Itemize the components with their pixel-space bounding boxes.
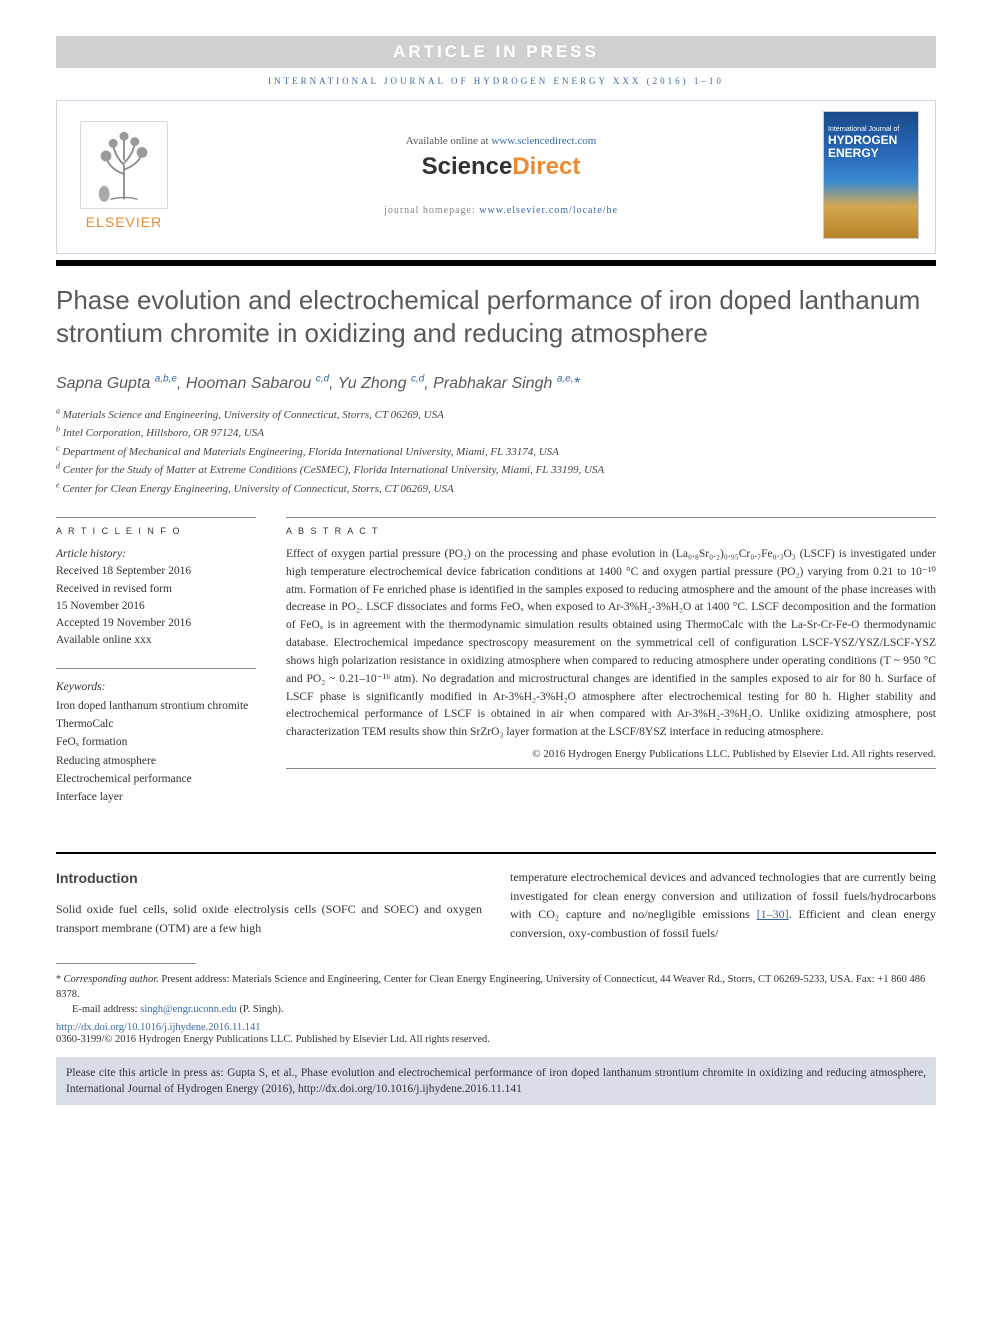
article-info-col: A R T I C L E I N F O Article history: R… [56,517,256,824]
elsevier-wordmark: ELSEVIER [69,214,179,230]
affiliation: e Center for Clean Energy Engineering, U… [56,481,936,498]
info-abstract-row: A R T I C L E I N F O Article history: R… [56,517,936,824]
affiliation: a Materials Science and Engineering, Uni… [56,407,936,424]
cover-main1: HYDROGEN [828,134,914,147]
abstract-rule [286,768,936,769]
keyword: Reducing atmosphere [56,753,256,770]
article-in-press-banner: ARTICLE IN PRESS [56,36,936,68]
intro-para-1: Solid oxide fuel cells, solid oxide elec… [56,900,482,937]
body-columns: Introduction Solid oxide fuel cells, sol… [56,868,936,942]
homepage-line: journal homepage: www.elsevier.com/locat… [179,205,823,216]
authors: Sapna Gupta a,b,e, Hooman Sabarou c,d, Y… [56,375,936,393]
abstract-copyright: © 2016 Hydrogen Energy Publications LLC.… [286,748,936,760]
homepage-link[interactable]: www.elsevier.com/locate/he [479,205,618,216]
doi-link[interactable]: http://dx.doi.org/10.1016/j.ijhydene.201… [56,1022,260,1033]
thick-rule [56,260,936,266]
star-icon: * [56,974,64,985]
sciencedirect-logo: ScienceDirect [179,153,823,181]
sd-logo-right: Direct [512,153,580,180]
keyword: Electrochemical performance [56,771,256,788]
abstract-heading: A B S T R A C T [286,517,936,536]
sciencedirect-link[interactable]: www.sciencedirect.com [491,135,596,147]
sd-logo-left: Science [422,153,513,180]
affiliation: b Intel Corporation, Hillsboro, OR 97124… [56,425,936,442]
available-label: Available online at [406,135,492,147]
keyword: Interface layer [56,789,256,806]
keyword: Iron doped lanthanum strontium chromite [56,698,256,715]
email-who: (P. Singh). [237,1004,284,1015]
footer-separator [56,963,196,964]
cover-main2: ENERGY [828,147,914,160]
page: ARTICLE IN PRESS INTERNATIONAL JOURNAL O… [0,0,992,1133]
available-online-line: Available online at www.sciencedirect.co… [179,135,823,147]
body-col-right: temperature electrochemical devices and … [510,868,936,942]
homepage-label: journal homepage: [384,205,479,216]
revised-line2: 15 November 2016 [56,598,256,615]
received-date: Received 18 September 2016 [56,563,256,580]
citation-box: Please cite this article in press as: Gu… [56,1057,936,1105]
ref-link-1-30[interactable]: [1–30] [757,907,789,921]
article-title: Phase evolution and electrochemical perf… [56,284,936,351]
email-link[interactable]: singh@engr.uconn.edu [140,1004,237,1015]
elsevier-tree-icon [79,120,169,210]
header-center: Available online at www.sciencedirect.co… [179,135,823,216]
header-box: ELSEVIER Available online at www.science… [56,100,936,254]
keywords-label: Keywords: [56,679,256,696]
email-label: E-mail address: [72,1004,140,1015]
affiliations: a Materials Science and Engineering, Uni… [56,407,936,498]
body-col-left: Introduction Solid oxide fuel cells, sol… [56,868,482,942]
journal-reference: INTERNATIONAL JOURNAL OF HYDROGEN ENERGY… [56,76,936,86]
doi-line: http://dx.doi.org/10.1016/j.ijhydene.201… [56,1022,936,1033]
accepted-date: Accepted 19 November 2016 [56,615,256,632]
article-history: Article history: Received 18 September 2… [56,546,256,650]
affiliation: d Center for the Study of Matter at Extr… [56,462,936,479]
keywords-block: Keywords: Iron doped lanthanum strontium… [56,679,256,807]
elsevier-block: ELSEVIER [69,120,179,230]
info-divider [56,668,256,669]
journal-cover: International Journal of HYDROGEN ENERGY [823,111,923,239]
thin-rule [56,852,936,854]
issn-line: 0360-3199/© 2016 Hydrogen Energy Publica… [56,1034,936,1045]
corresponding-author: * Corresponding author. Present address:… [56,972,936,1003]
online-date: Available online xxx [56,632,256,649]
intro-para-2: temperature electrochemical devices and … [510,868,936,942]
keyword: FeOₓ formation [56,734,256,751]
history-label: Article history: [56,546,256,563]
corr-label: Corresponding author. [64,974,159,985]
affiliation: c Department of Mechanical and Materials… [56,444,936,461]
email-line: E-mail address: singh@engr.uconn.edu (P.… [56,1002,936,1017]
introduction-heading: Introduction [56,868,482,890]
revised-line1: Received in revised form [56,581,256,598]
keyword: ThermoCalc [56,716,256,733]
cover-image: International Journal of HYDROGEN ENERGY [823,111,919,239]
abstract-col: A B S T R A C T Effect of oxygen partial… [286,517,936,824]
abstract-text: Effect of oxygen partial pressure (PO₂) … [286,546,936,742]
corr-text: Present address: Materials Science and E… [56,974,925,1001]
article-info-heading: A R T I C L E I N F O [56,517,256,536]
